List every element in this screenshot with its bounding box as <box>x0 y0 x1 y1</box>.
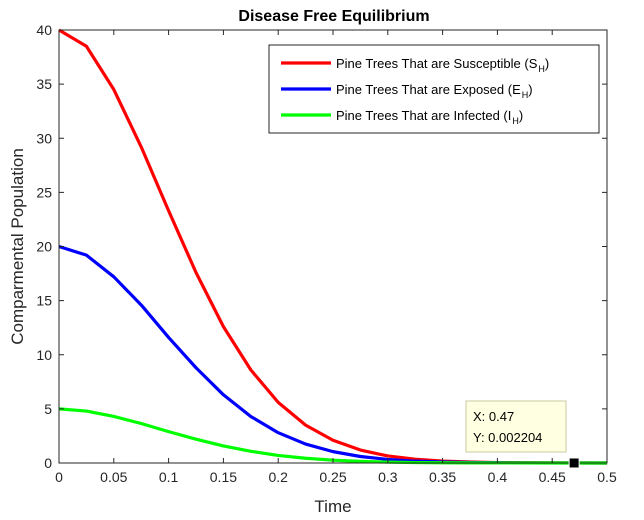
x-axis-label: Time <box>314 497 351 516</box>
y-tick-label: 25 <box>36 184 52 200</box>
y-tick-label: 5 <box>44 401 52 417</box>
legend-box <box>268 44 600 134</box>
legend-label-1: Pine Trees That are Exposed (EH) <box>336 82 533 100</box>
datatip-marker[interactable] <box>568 457 580 469</box>
y-tick-label: 15 <box>36 293 52 309</box>
y-tick-label: 10 <box>36 347 52 363</box>
x-tick-label: 0.35 <box>429 469 456 485</box>
datatip[interactable]: X: 0.47 Y: 0.002204 <box>465 400 580 469</box>
x-tick-label: 0.45 <box>539 469 566 485</box>
legend-label-0: Pine Trees That are Susceptible (SH) <box>336 56 549 74</box>
x-tick-label: 0.15 <box>210 469 237 485</box>
x-tick-label: 0.2 <box>268 469 288 485</box>
y-tick-label: 35 <box>36 76 52 92</box>
x-tick-label: 0.25 <box>319 469 346 485</box>
legend: Pine Trees That are Susceptible (SH) Pine… <box>268 44 600 134</box>
x-tick-label: 0 <box>55 469 63 485</box>
y-axis-label: Comparmental Population <box>8 148 27 345</box>
chart-title: Disease Free Equilibrium <box>238 8 429 25</box>
x-tick-label: 0.05 <box>100 469 127 485</box>
y-tick-label: 20 <box>36 239 52 255</box>
x-tick-label: 0.5 <box>597 469 617 485</box>
datatip-x-text: X: 0.47 <box>473 409 514 424</box>
datatip-y-text: Y: 0.002204 <box>473 430 542 445</box>
y-tick-label: 0 <box>44 455 52 471</box>
ticks-layer: 0 0.05 0.1 0.15 0.2 0.25 0.3 0.35 0.4 0.45 0.5 0 5 10… <box>36 22 617 485</box>
y-tick-label: 30 <box>36 130 52 146</box>
legend-label-2: Pine Trees That are Infected (IH) <box>336 108 523 126</box>
x-tick-label: 0.3 <box>378 469 398 485</box>
x-tick-label: 0.4 <box>488 469 508 485</box>
y-tick-label: 40 <box>36 22 52 38</box>
datatip-box <box>465 400 567 453</box>
x-tick-label: 0.1 <box>159 469 179 485</box>
